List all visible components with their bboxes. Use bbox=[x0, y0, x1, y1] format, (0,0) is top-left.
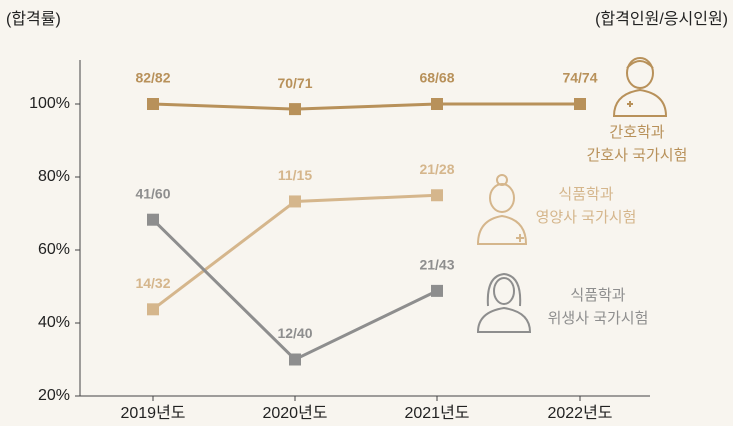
value-label: 21/28 bbox=[419, 161, 454, 177]
y-tick-label: 20% bbox=[38, 387, 70, 404]
value-label: 82/82 bbox=[135, 70, 170, 86]
x-tick-label: 2020년도 bbox=[262, 404, 327, 422]
legend-label: 위생사 국가시험 bbox=[548, 310, 649, 327]
legend-label: 식품학과 bbox=[570, 287, 625, 304]
point bbox=[431, 98, 443, 110]
value-label: 70/71 bbox=[277, 75, 312, 91]
value-label: 12/40 bbox=[277, 325, 312, 341]
value-label: 11/15 bbox=[278, 167, 312, 183]
point bbox=[147, 213, 159, 226]
y-tick-label: 80% bbox=[38, 168, 70, 185]
value-label: 14/32 bbox=[135, 275, 170, 291]
point bbox=[147, 98, 159, 110]
point bbox=[431, 189, 443, 202]
nurse-icon bbox=[612, 57, 668, 117]
legend-label: 간호학과 bbox=[609, 124, 664, 141]
point bbox=[574, 98, 586, 110]
series-line bbox=[152, 102, 580, 111]
y2-axis-label: (합격인원/응시인원) bbox=[595, 10, 728, 28]
value-label: 41/60 bbox=[135, 185, 170, 201]
legend-label: 영양사 국가시험 bbox=[536, 209, 637, 226]
value-label: 68/68 bbox=[419, 70, 454, 86]
point bbox=[289, 353, 301, 366]
point bbox=[289, 195, 301, 208]
hygienist-icon bbox=[476, 272, 532, 333]
legend-label: 간호사 국가시험 bbox=[587, 147, 688, 164]
point bbox=[431, 284, 443, 297]
x-tick-label: 2019년도 bbox=[120, 404, 185, 422]
point bbox=[289, 103, 301, 116]
y-axis-label: (합격률) bbox=[6, 10, 61, 28]
y-tick-label: 40% bbox=[38, 314, 70, 331]
y-tick-label: 100% bbox=[29, 95, 70, 112]
x-tick-label: 2022년도 bbox=[547, 404, 612, 422]
x-tick-label: 2021년도 bbox=[404, 404, 469, 422]
y-tick-label: 60% bbox=[38, 241, 70, 258]
legend-label: 식품학과 bbox=[558, 186, 613, 203]
value-label: 74/74 bbox=[562, 70, 597, 86]
nutritionist-icon bbox=[476, 174, 528, 245]
point bbox=[147, 303, 159, 316]
value-label: 21/43 bbox=[419, 257, 454, 273]
